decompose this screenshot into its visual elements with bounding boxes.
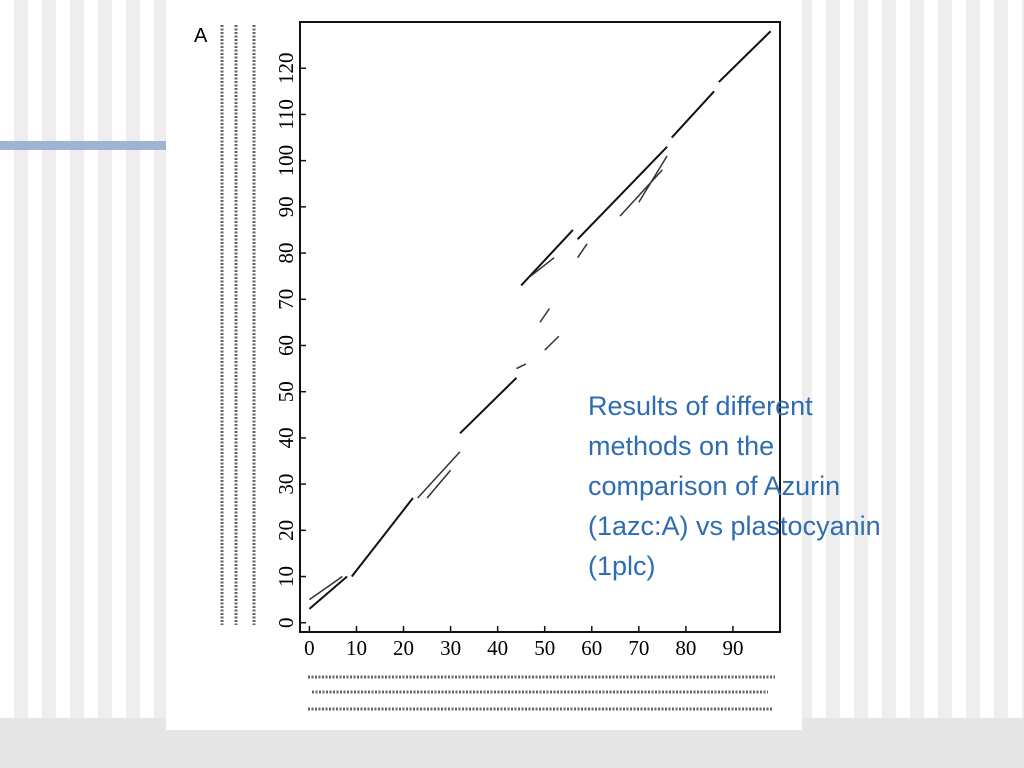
x-tick-label: 20 (393, 636, 414, 660)
x-tick-label: 50 (534, 636, 555, 660)
caption-line: (1azc:A) vs plastocyanin (588, 511, 881, 541)
sequence-strip (220, 25, 775, 711)
y-tick-label: 90 (274, 196, 298, 217)
x-tick-label: 90 (722, 636, 743, 660)
alignment-line (308, 30, 772, 610)
figure-panel (166, 0, 802, 730)
y-tick-label: 70 (274, 289, 298, 310)
alignment-line (308, 155, 668, 601)
y-tick-label: 50 (274, 381, 298, 402)
y-tick-label: 120 (274, 52, 298, 84)
x-tick-label: 0 (304, 636, 315, 660)
y-tick-label: 40 (274, 427, 298, 448)
plot-frame (299, 21, 781, 633)
x-tick-label: 40 (487, 636, 508, 660)
y-tick-label: 10 (274, 566, 298, 587)
caption-line: comparison of Azurin (588, 471, 841, 501)
caption: Results of different methods on the compar… (588, 386, 881, 586)
x-tick-label: 10 (346, 636, 367, 660)
x-tick-label: 80 (675, 636, 696, 660)
y-tick-label: 60 (274, 335, 298, 356)
y-tick-label: 100 (274, 145, 298, 177)
y-tick-label: 20 (274, 520, 298, 541)
y-tick-label: 110 (274, 99, 298, 130)
x-tick-label: 70 (628, 636, 649, 660)
y-tick-label: 80 (274, 243, 298, 264)
x-tick-label: 30 (440, 636, 461, 660)
caption-line: (1plc) (588, 551, 656, 581)
x-tick-label: 60 (581, 636, 602, 660)
y-tick-label: 0 (274, 618, 298, 629)
caption-line: Results of different (588, 391, 813, 421)
panel-label: A (194, 25, 208, 47)
y-tick-label: 30 (274, 474, 298, 495)
caption-line: methods on the (588, 431, 775, 461)
accent-bar (0, 141, 168, 150)
